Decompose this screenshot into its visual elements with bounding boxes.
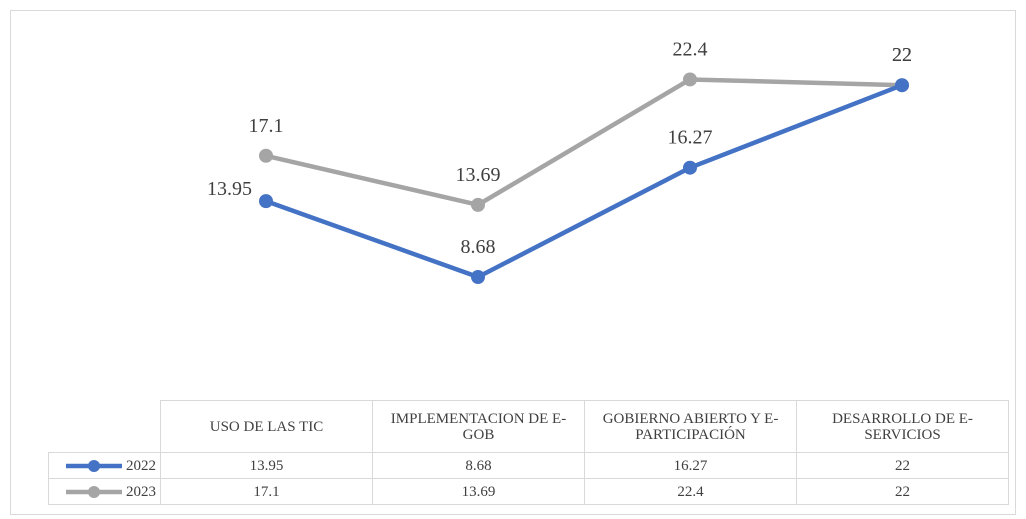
table-row: 2022 13.95 8.68 16.27 22 bbox=[48, 452, 1009, 479]
series-line bbox=[265, 83, 903, 280]
table-value: 8.68 bbox=[372, 452, 585, 479]
category-label: IMPLEMENTACION DE E-GOB bbox=[372, 400, 585, 453]
data-point bbox=[471, 270, 485, 285]
table-corner bbox=[48, 400, 161, 453]
data-point bbox=[471, 197, 485, 212]
data-point bbox=[683, 72, 697, 87]
table-value: 22.4 bbox=[584, 478, 797, 505]
data-table: USO DE LAS TIC IMPLEMENTACION DE E-GOB GOB… bbox=[48, 400, 1009, 505]
legend-label: 2023 bbox=[126, 483, 156, 500]
table-value: 22 bbox=[796, 478, 1009, 505]
legend-marker bbox=[88, 460, 100, 473]
data-label: 22.4 bbox=[673, 38, 708, 60]
data-label: 22 bbox=[892, 44, 912, 66]
legend-marker bbox=[88, 486, 100, 499]
table-value: 17.1 bbox=[160, 478, 373, 505]
data-point bbox=[259, 194, 273, 209]
table-value: 13.95 bbox=[160, 452, 373, 479]
series-line bbox=[265, 77, 903, 208]
data-label: 17.1 bbox=[249, 115, 284, 137]
legend-entry: 2022 bbox=[48, 452, 161, 479]
legend-label: 2022 bbox=[126, 457, 156, 474]
chart-border bbox=[10, 10, 1016, 515]
table-value: 16.27 bbox=[584, 452, 797, 479]
data-label: 8.68 bbox=[461, 236, 496, 258]
category-label: GOBIERNO ABIERTO Y E-PARTICIPACIÓN bbox=[584, 400, 797, 453]
table-row: 2023 17.1 13.69 22.4 22 bbox=[48, 478, 1009, 505]
category-label: USO DE LAS TIC bbox=[160, 400, 373, 453]
category-label: DESARROLLO DE E-SERVICIOS bbox=[796, 400, 1009, 453]
table-header-row: USO DE LAS TIC IMPLEMENTACION DE E-GOB GOB… bbox=[48, 400, 1009, 453]
data-label: 22 bbox=[892, 44, 912, 66]
legend-key bbox=[66, 486, 122, 499]
data-table-body: USO DE LAS TIC IMPLEMENTACION DE E-GOB GOB… bbox=[48, 400, 1009, 505]
legend-key bbox=[66, 460, 122, 473]
data-label: 13.95 bbox=[207, 178, 252, 200]
table-value: 22 bbox=[796, 452, 1009, 479]
data-point bbox=[895, 78, 909, 93]
table-value: 13.69 bbox=[372, 478, 585, 505]
data-point bbox=[683, 160, 697, 175]
legend-entry: 2023 bbox=[48, 478, 161, 505]
data-point bbox=[259, 148, 273, 163]
data-label: 16.27 bbox=[668, 127, 713, 149]
data-label: 13.69 bbox=[456, 164, 501, 186]
